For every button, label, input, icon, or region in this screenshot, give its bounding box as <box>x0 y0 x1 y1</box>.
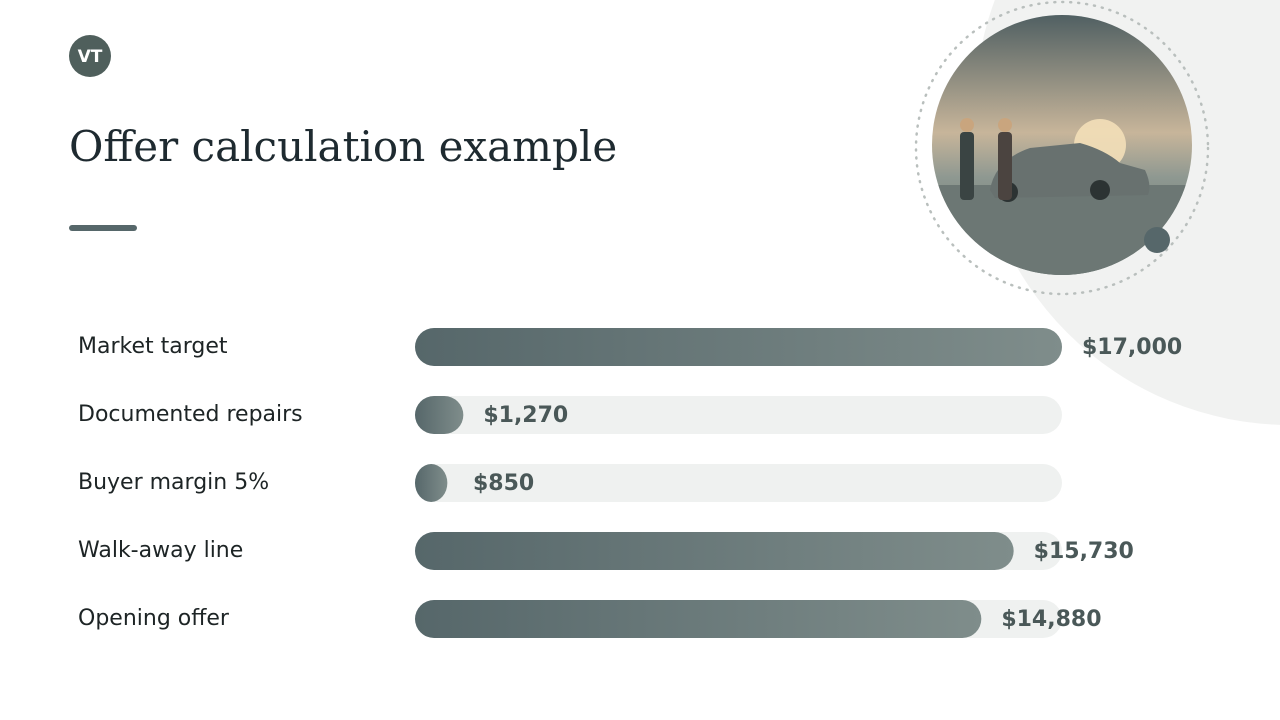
category-label: Buyer margin 5% <box>78 470 269 495</box>
value-label: $1,270 <box>483 403 568 428</box>
value-label: $850 <box>473 471 534 496</box>
logo-text: VT <box>78 47 103 67</box>
title-underline <box>69 225 137 231</box>
category-label: Market target <box>78 334 228 359</box>
bar <box>415 328 1062 366</box>
bar-track <box>415 464 1062 502</box>
value-label: $14,880 <box>1001 607 1101 632</box>
dotted-ring <box>914 0 1210 296</box>
photo <box>932 15 1192 275</box>
bar-track <box>415 396 1062 434</box>
value-label: $17,000 <box>1082 335 1182 360</box>
value-label: $15,730 <box>1034 539 1134 564</box>
slide-title: Offer calculation example <box>69 122 617 171</box>
category-label: Walk-away line <box>78 538 243 563</box>
category-label: Opening offer <box>78 606 230 631</box>
accent-dot <box>1144 227 1170 253</box>
bar <box>415 532 1014 570</box>
bar <box>415 396 464 434</box>
category-label: Documented repairs <box>78 402 303 427</box>
bar <box>415 600 982 638</box>
logo-badge <box>69 35 111 77</box>
bar <box>415 464 448 502</box>
